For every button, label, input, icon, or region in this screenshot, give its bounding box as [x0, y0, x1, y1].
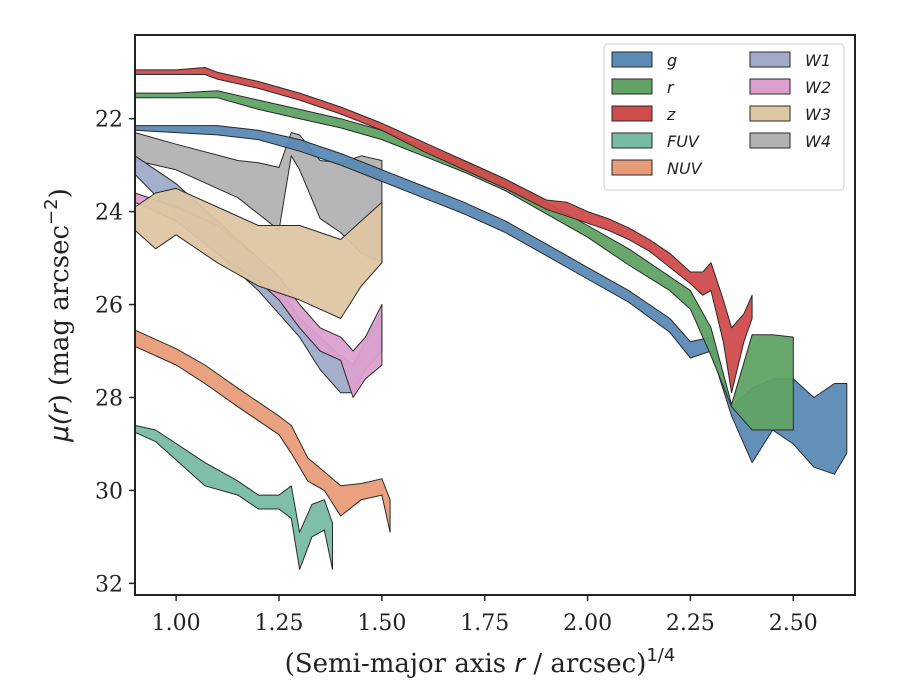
legend-swatch-w1	[749, 51, 791, 68]
y-tick-label: 32	[95, 572, 123, 597]
x-tick-label: 2.50	[769, 611, 818, 636]
legend-swatch-z	[611, 105, 653, 122]
legend-label-z: z	[666, 105, 676, 124]
x-axis-label-var: r	[514, 649, 527, 679]
y-tick-label: 24	[95, 201, 123, 226]
legend-swatch-w3	[749, 105, 791, 122]
y-tick-label: 30	[95, 479, 123, 504]
y-axis-label-main: μ(	[45, 413, 75, 443]
band-g	[134, 125, 848, 475]
band-nuv	[134, 329, 391, 533]
y-axis-label: μ(r) (mag arcsec−2)	[41, 188, 75, 443]
legend-label-w2: W2	[805, 78, 831, 97]
legend-label-r: r	[667, 78, 675, 97]
x-axis-label-exp: 1/4	[646, 645, 675, 666]
y-axis-ticks: 22 24 26 28 30 32	[95, 108, 135, 597]
legend: grz FUV NUV W1 W2 W3 W4	[603, 43, 845, 191]
legend-swatch-w4	[749, 132, 791, 149]
y-tick-label: 22	[95, 108, 123, 133]
legend-label-fuv: FUV	[667, 132, 700, 151]
y-axis-label-var: r	[45, 402, 75, 415]
x-tick-label: 1.00	[152, 611, 201, 636]
x-tick-label: 2.00	[563, 611, 612, 636]
plot-frame	[134, 34, 856, 596]
band-z	[134, 67, 753, 394]
legend-label-w1: W1	[805, 51, 831, 70]
legend-label-w3: W3	[805, 105, 831, 124]
legend-swatch-w2	[749, 78, 791, 95]
band-fuv	[134, 424, 333, 570]
chart-plot-areas	[134, 67, 848, 570]
legend-label-w4: W4	[805, 132, 831, 151]
x-tick-label: 1.50	[357, 611, 406, 636]
x-tick-label: 1.75	[460, 611, 509, 636]
x-tick-label: 2.25	[666, 611, 715, 636]
legend-swatch-fuv	[611, 132, 653, 149]
legend-label-nuv: NUV	[667, 159, 703, 178]
x-axis-label-main: (Semi-major axis	[285, 649, 515, 679]
legend-swatch-g	[611, 51, 653, 68]
legend-swatch-nuv	[611, 159, 653, 176]
y-tick-label: 26	[95, 294, 123, 319]
y-axis-label-exp: −2	[41, 198, 62, 225]
y-axis-label-unit: ) (mag arcsec	[45, 225, 75, 404]
legend-swatch-r	[611, 78, 653, 95]
x-axis-ticks: 1.00 1.25 1.50 1.75 2.00 2.25 2.50	[152, 595, 818, 636]
x-tick-label: 1.25	[255, 611, 304, 636]
y-axis-label-close: )	[45, 188, 75, 198]
band-w3	[134, 187, 383, 319]
x-axis-label-unit: / arcsec)	[525, 649, 646, 679]
y-tick-label: 28	[95, 386, 123, 411]
legend-label-g: g	[667, 51, 677, 70]
x-axis-label: (Semi-major axis r / arcsec)1/4	[285, 645, 676, 679]
